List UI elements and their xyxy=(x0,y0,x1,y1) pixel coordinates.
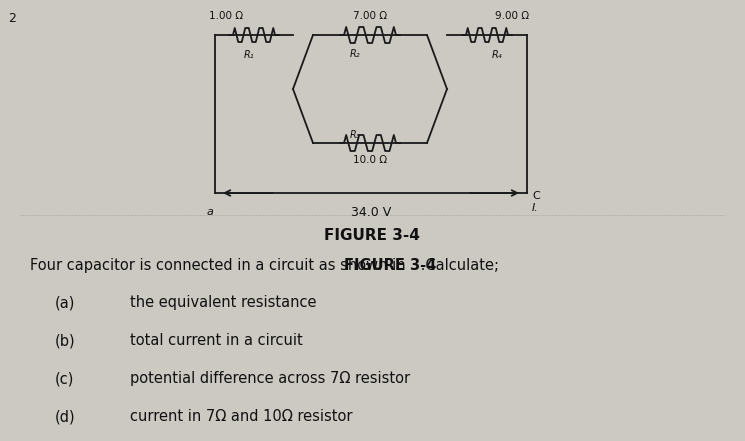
Text: I.: I. xyxy=(532,203,539,213)
Text: the equivalent resistance: the equivalent resistance xyxy=(130,295,317,310)
Text: C: C xyxy=(532,191,539,201)
Text: current in 7Ω and 10Ω resistor: current in 7Ω and 10Ω resistor xyxy=(130,409,352,424)
Text: total current in a circuit: total current in a circuit xyxy=(130,333,302,348)
Text: 9.00 Ω: 9.00 Ω xyxy=(495,11,529,21)
Text: FIGURE 3-4: FIGURE 3-4 xyxy=(324,228,420,243)
Text: R₁: R₁ xyxy=(244,50,254,60)
Text: Four capacitor is connected in a circuit as shown in: Four capacitor is connected in a circuit… xyxy=(30,258,410,273)
Text: 2: 2 xyxy=(8,12,16,25)
Text: (d): (d) xyxy=(55,409,76,424)
Text: R₄: R₄ xyxy=(492,50,502,60)
Text: R₃: R₃ xyxy=(349,130,361,140)
Text: (c): (c) xyxy=(55,371,74,386)
Text: 10.0 Ω: 10.0 Ω xyxy=(353,155,387,165)
Text: 34.0 V: 34.0 V xyxy=(351,206,391,219)
Text: (a): (a) xyxy=(55,295,75,310)
Text: a: a xyxy=(206,207,213,217)
Text: .Calculate;: .Calculate; xyxy=(416,258,498,273)
Text: 1.00 Ω: 1.00 Ω xyxy=(209,11,243,21)
Text: 7.00 Ω: 7.00 Ω xyxy=(353,11,387,21)
Text: FIGURE 3-4: FIGURE 3-4 xyxy=(343,258,436,273)
Text: (b): (b) xyxy=(55,333,76,348)
Text: R₂: R₂ xyxy=(349,49,361,59)
Text: potential difference across 7Ω resistor: potential difference across 7Ω resistor xyxy=(130,371,410,386)
